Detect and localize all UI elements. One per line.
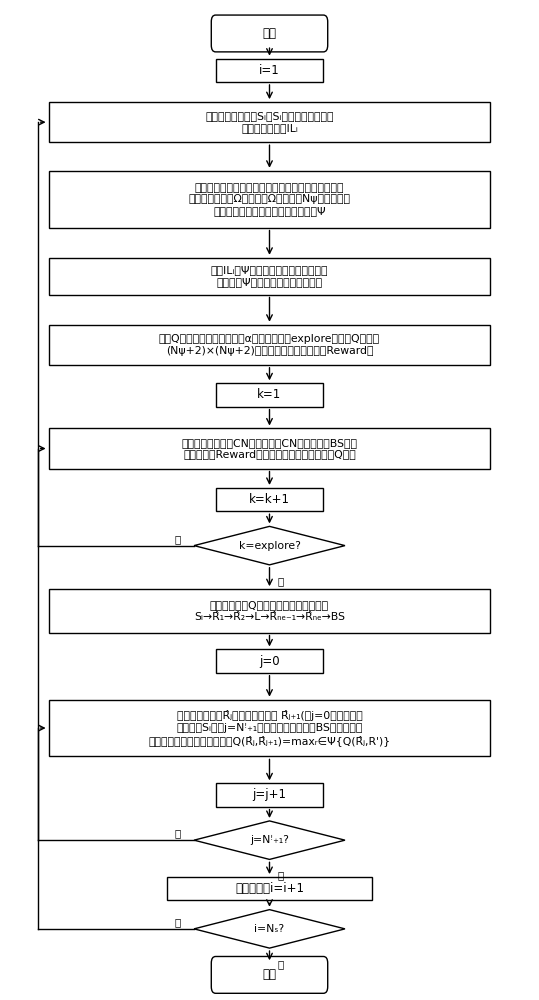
Text: j=0: j=0 (259, 655, 280, 668)
Bar (216, 59, 323, 82)
Polygon shape (194, 910, 345, 948)
Text: 结束: 结束 (262, 968, 277, 981)
Text: 是: 是 (277, 959, 284, 969)
Text: i=Nₛ?: i=Nₛ? (254, 924, 285, 934)
Text: 开始: 开始 (262, 27, 277, 40)
Text: 根据ILᵢ和Ψ中各中继节点的剩余能量，
确定集合Ψ中各中继节点的发送功率: 根据ILᵢ和Ψ中各中继节点的剩余能量， 确定集合Ψ中各中继节点的发送功率 (211, 265, 328, 287)
Text: 否: 否 (174, 917, 181, 927)
Text: k=explore?: k=explore? (239, 541, 300, 551)
Text: 数据从中继节点R̂ⱼ传输到中继节点 R̂ⱼ₊₁(当j=0时，即表示
信源节点Sᵢ；当j=Nꜝ₊₁时，即表示水面基站BS），路由选
择时，具体选择的要求如下：Q(: 数据从中继节点R̂ⱼ传输到中继节点 R̂ⱼ₊₁(当j=0时，即表示 信源节点Sᵢ… (148, 710, 391, 746)
Text: 选择一个信源节点Sᵢ，Sᵢ搜集到的数据的信
息重要度等级为ILᵢ: 选择一个信源节点Sᵢ，Sᵢ搜集到的数据的信 息重要度等级为ILᵢ (205, 111, 334, 133)
FancyBboxPatch shape (211, 15, 328, 52)
Bar (216, 783, 323, 807)
Bar (167, 877, 372, 900)
Text: 否: 否 (174, 534, 181, 544)
Polygon shape (194, 526, 345, 565)
Bar (49, 258, 490, 295)
Text: k=k+1: k=k+1 (249, 493, 290, 506)
Polygon shape (194, 821, 345, 859)
Bar (216, 649, 323, 673)
Text: j=Nꜝ₊₁?: j=Nꜝ₊₁? (250, 835, 289, 845)
Bar (49, 589, 490, 633)
Text: 信息更新，i=i+1: 信息更新，i=i+1 (235, 882, 304, 895)
Bar (49, 428, 490, 469)
Text: 是: 是 (277, 870, 284, 880)
Text: 根据更新好的Q矩阵选路，设多跳路径为
Sᵢ→R̂₁→R̂₂→L→R̂ₙₑ₋₁→R̂ₙₑ→BS: 根据更新好的Q矩阵选路，设多跳路径为 Sᵢ→R̂₁→R̂₂→L→R̂ₙₑ₋₁→R… (194, 600, 345, 622)
Text: k=1: k=1 (258, 388, 281, 401)
Bar (49, 700, 490, 756)
Text: 设置Q学习算法的学习效率为α，探索次数为explore，初始Q矩阵为
(Nψ+2)×(Nψ+2)的零矩阵，设置奖励矩阵Reward；: 设置Q学习算法的学习效率为α，探索次数为explore，初始Q矩阵为 (Nψ+2… (159, 334, 380, 356)
Text: j=j+1: j=j+1 (252, 788, 287, 801)
Text: 是: 是 (277, 576, 284, 586)
Text: i=1: i=1 (259, 64, 280, 77)
FancyBboxPatch shape (211, 956, 328, 993)
Text: 在所有中继节点中选出满足节点剩余能量要求的中继
节点，组成集合Ω；在集合Ω中，选出Nψ个满足位置
节点位置要求的中继节点，组成集合Ψ: 在所有中继节点中选出满足节点剩余能量要求的中继 节点，组成集合Ω；在集合Ω中，选… (189, 183, 350, 216)
Bar (49, 102, 490, 142)
Bar (216, 488, 323, 511)
Bar (49, 171, 490, 228)
Bar (49, 325, 490, 365)
Text: 随机设置初始位置CN，开始探索CN到水面基站BS的路
由，并根据Reward矩阵和探索到的路由，更新Q矩阵: 随机设置初始位置CN，开始探索CN到水面基站BS的路 由，并根据Reward矩阵… (182, 438, 357, 459)
Bar (216, 383, 323, 407)
Text: 否: 否 (174, 828, 181, 838)
